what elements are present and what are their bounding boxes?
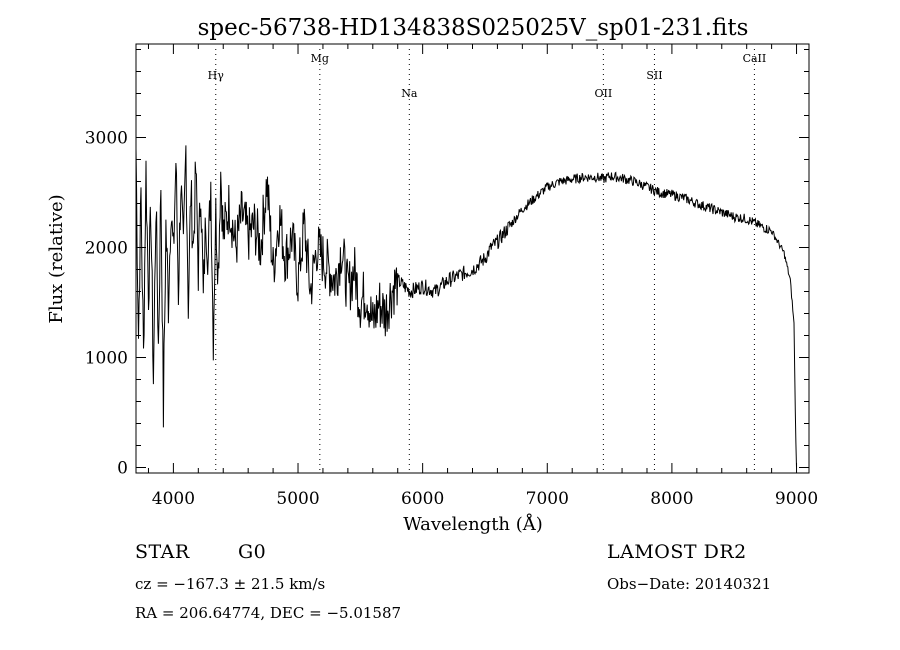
spectral-line-label: OII — [595, 87, 613, 100]
spectral-line-label: Na — [401, 87, 418, 100]
spectral-line-label: Mg — [311, 52, 329, 65]
y-axis-label: Flux (relative) — [46, 194, 67, 323]
x-tick-label: 9000 — [775, 489, 818, 509]
x-axis-label: Wavelength (Å) — [403, 513, 543, 535]
x-tick-label: 6000 — [401, 489, 444, 509]
x-tick-label: 4000 — [152, 489, 195, 509]
spectral-line-label: SII — [646, 69, 662, 82]
object-type: STAR — [135, 541, 190, 563]
spectral-line-label: CaII — [743, 52, 767, 65]
spectral-subclass: G0 — [238, 541, 267, 563]
x-tick-label: 8000 — [650, 489, 693, 509]
y-tick-label: 3000 — [85, 129, 128, 149]
x-tick-label: 5000 — [276, 489, 319, 509]
redshift-text: cz = −167.3 ± 21.5 km/s — [135, 575, 326, 593]
spectral-line-markers: Hγ Mg Na OII SII CaII — [208, 49, 767, 473]
survey-name: LAMOST DR2 — [607, 541, 747, 563]
obs-date-text: Obs−Date: 20140321 — [607, 575, 772, 593]
y-tick-label: 1000 — [85, 349, 128, 369]
chart-title: spec-56738-HD134838S025025V_sp01-231.fit… — [198, 15, 749, 41]
coordinates-text: RA = 206.64774, DEC = −5.01587 — [135, 604, 402, 622]
spectrum-series-line — [135, 145, 797, 468]
axis-ticks — [136, 44, 809, 473]
x-tick-label: 7000 — [526, 489, 569, 509]
y-tick-label: 2000 — [85, 239, 128, 259]
axis-tick-labels: 4000 5000 6000 7000 8000 9000 0 1000 2000 3000 — [85, 129, 818, 510]
spectral-line-label: Hγ — [208, 69, 225, 82]
y-tick-label: 0 — [117, 459, 128, 479]
